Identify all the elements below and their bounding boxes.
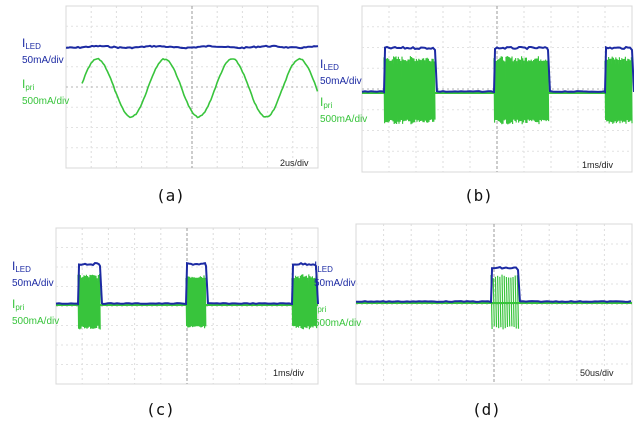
ipri-unit: 500mA/div (12, 316, 60, 327)
iled-trace (55, 261, 319, 306)
time-scale-label: 1ms/div (582, 160, 614, 170)
ipri-burst-envelope (78, 280, 100, 326)
panel-caption: (a) (156, 186, 185, 205)
ipri-burst-envelope (292, 280, 316, 326)
iled-unit: 50mA/div (314, 278, 356, 289)
panel-caption: (c) (146, 400, 175, 419)
scope-screen-d (355, 223, 633, 385)
iled-label: ILED 50mA/div (320, 57, 362, 87)
panel-caption: (d) (472, 400, 501, 419)
iled-trace (65, 44, 319, 50)
ipri-label: Ipri 500mA/div (22, 77, 70, 107)
iled-label: ILED 50mA/div (314, 259, 356, 289)
scope-panel-b: ILED 50mA/div Ipri 500mA/div 1ms/div (b) (318, 0, 634, 214)
ipri-trace (81, 57, 319, 119)
ipri-label: Ipri 500mA/div (314, 299, 362, 329)
ipri-burst-envelope (384, 63, 435, 120)
ipri-unit: 500mA/div (314, 318, 362, 329)
iled-trace (361, 45, 634, 94)
time-scale-label: 2us/div (280, 158, 309, 168)
ipri-burst-envelope (605, 63, 632, 120)
iled-unit: 50mA/div (320, 76, 362, 87)
iled-label: ILED 50mA/div (12, 259, 54, 289)
ipri-label: Ipri 500mA/div (12, 297, 60, 327)
scope-screen-c (55, 227, 319, 385)
iled-unit: 50mA/div (22, 55, 64, 66)
iled-unit: 50mA/div (12, 278, 54, 289)
ipri-label: Ipri 500mA/div (320, 95, 368, 125)
time-scale-label: 1ms/div (273, 368, 305, 378)
ipri-unit: 500mA/div (22, 96, 70, 107)
time-scale-label: 50us/div (580, 368, 614, 378)
scope-panel-c: ILED 50mA/div Ipri 500mA/div 1ms/div (c) (0, 214, 320, 421)
scope-screen-b (361, 5, 634, 173)
ipri-unit: 500mA/div (320, 114, 368, 125)
iled-trace (356, 266, 632, 304)
ipri-burst-envelope (494, 63, 548, 120)
iled-label: ILED 50mA/div (22, 36, 64, 66)
ipri-burst-envelope (186, 280, 206, 326)
scope-panel-a: ILED 50mA/div Ipri 500mA/div 2us/div (a) (0, 0, 320, 214)
scope-screen-a (65, 5, 319, 169)
scope-panel-d: ILED 50mA/div Ipri 500mA/div 50us/div (d… (314, 214, 634, 421)
panel-caption: (b) (464, 186, 493, 205)
